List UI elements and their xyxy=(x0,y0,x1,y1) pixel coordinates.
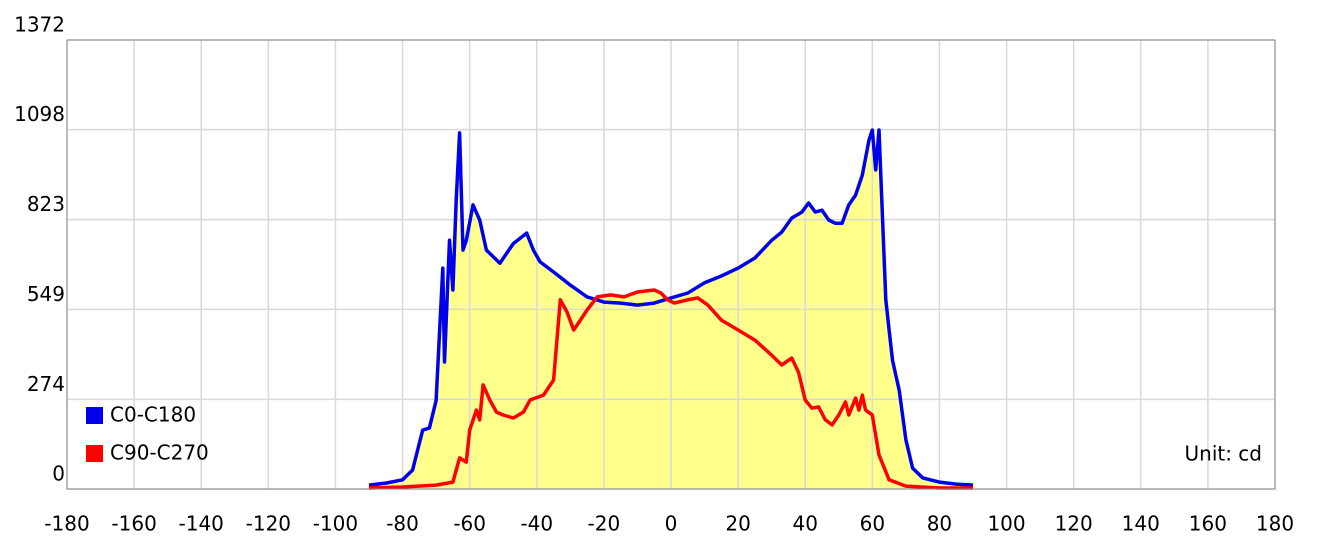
x-tick-label: -180 xyxy=(44,512,89,536)
series-line xyxy=(368,128,974,487)
unit-annotation: Unit: cd xyxy=(1185,442,1263,466)
legend-label: C0-C180 xyxy=(110,403,196,427)
y-tick-label: 549 xyxy=(27,282,65,306)
x-tick-label: 0 xyxy=(665,512,678,536)
x-tick-label: 100 xyxy=(987,512,1025,536)
x-tick-label: -100 xyxy=(313,512,358,536)
lines xyxy=(368,128,974,490)
x-tick-label: 180 xyxy=(1256,512,1294,536)
legend-swatch xyxy=(86,407,103,424)
y-tick-label: 274 xyxy=(27,372,65,396)
x-tick-label: -120 xyxy=(246,512,291,536)
x-tick-label: -140 xyxy=(179,512,224,536)
labels: 0 274 549 823 1098 1372 -180 -160 -140 -120 -100 -8… xyxy=(14,13,1294,536)
x-tick-label: -80 xyxy=(386,512,419,536)
grid xyxy=(66,39,1276,490)
x-tick-label: 20 xyxy=(725,512,750,536)
x-tick-label: 60 xyxy=(860,512,885,536)
series-line xyxy=(368,288,973,490)
legend-swatch xyxy=(86,445,103,462)
x-tick-label: -20 xyxy=(588,512,621,536)
x-tick-label: 140 xyxy=(1122,512,1160,536)
y-tick-label: 0 xyxy=(52,462,65,486)
x-tick-label: -160 xyxy=(111,512,156,536)
legend-label: C90-C270 xyxy=(110,441,209,465)
y-tick-label: 823 xyxy=(27,192,65,216)
x-tick-label: 80 xyxy=(927,512,952,536)
x-tick-label: -60 xyxy=(453,512,486,536)
x-tick-label: 40 xyxy=(792,512,817,536)
x-tick-label: -40 xyxy=(520,512,553,536)
y-tick-label: 1098 xyxy=(14,102,65,126)
x-tick-label: 120 xyxy=(1055,512,1093,536)
y-tick-label: 1372 xyxy=(14,13,65,37)
plot-frame xyxy=(66,39,1276,490)
x-tick-label: 160 xyxy=(1189,512,1227,536)
